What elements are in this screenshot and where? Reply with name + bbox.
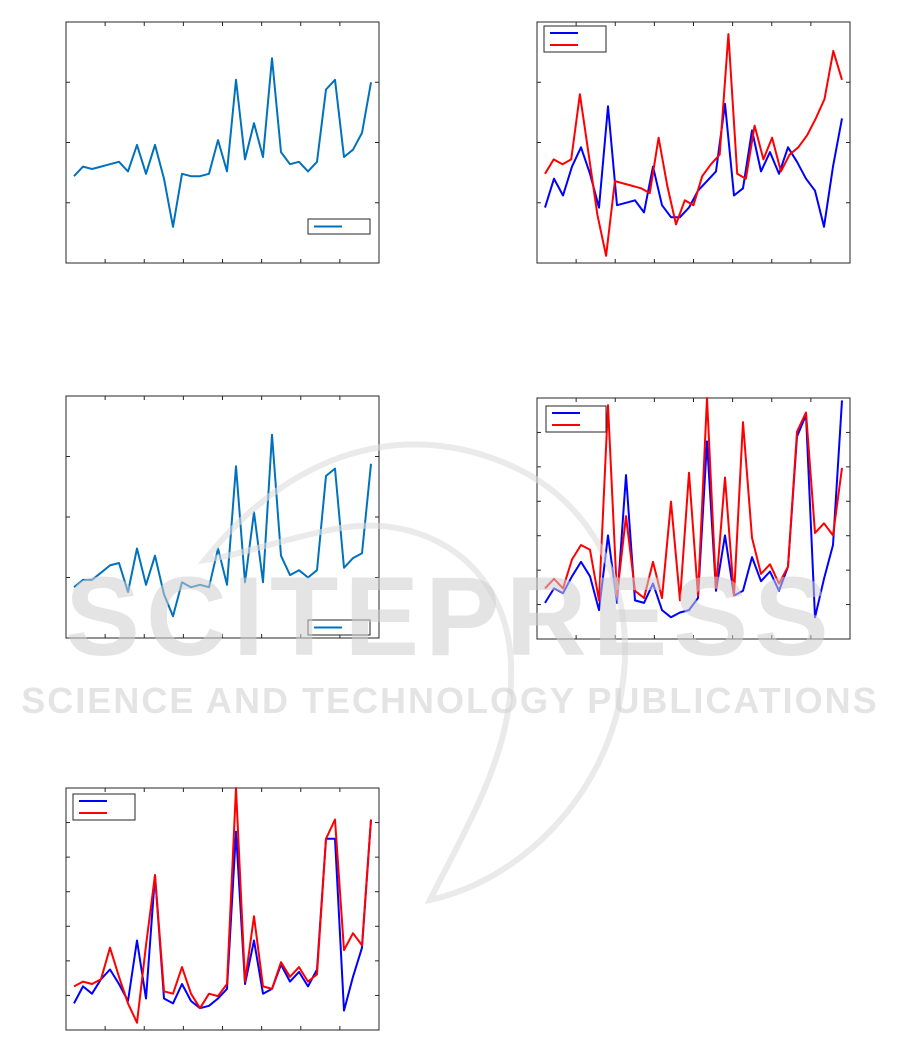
- legend: [543, 25, 607, 53]
- legend: [72, 793, 136, 821]
- legend-box: [545, 405, 607, 433]
- series-line-2: [73, 787, 372, 1024]
- legend: [307, 218, 371, 235]
- plot-area: [536, 21, 851, 264]
- series-line-1: [73, 57, 372, 228]
- chart-middle-left: [65, 395, 380, 639]
- chart-top-left: [65, 21, 380, 264]
- legend-box: [72, 793, 136, 821]
- legend: [545, 405, 607, 433]
- legend: [307, 619, 371, 636]
- series-line-2: [544, 33, 843, 257]
- chart-top-right: [536, 21, 851, 264]
- legend-box: [543, 25, 607, 53]
- plot-area: [65, 395, 380, 639]
- chart-bottom-left: [65, 787, 380, 1031]
- chart-middle-right: [536, 397, 851, 640]
